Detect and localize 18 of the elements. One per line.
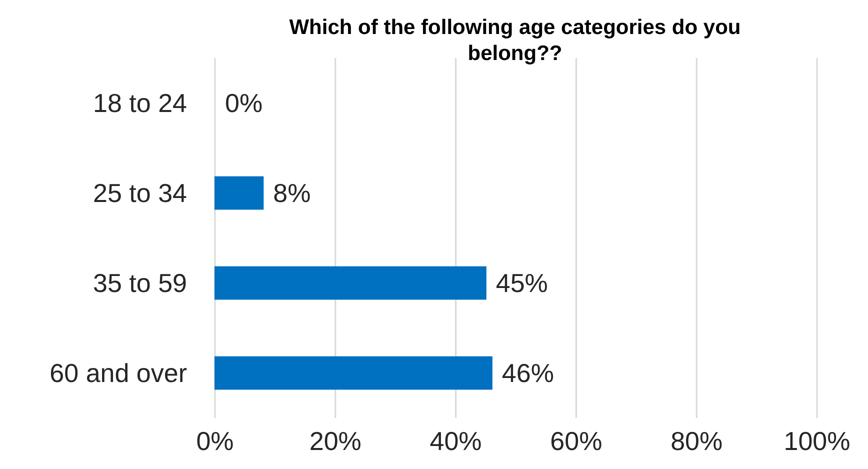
x-tick-label: 40% — [430, 426, 482, 456]
chart-title: Which of the following age categories do you belong?? — [289, 16, 741, 65]
bar — [214, 356, 492, 390]
y-tick-label: 25 to 34 — [93, 178, 187, 208]
y-tick-label: 18 to 24 — [93, 88, 187, 118]
bar — [214, 176, 264, 210]
data-label: 46% — [502, 358, 554, 388]
y-tick-label: 35 to 59 — [93, 268, 187, 298]
data-label: 0% — [225, 88, 263, 118]
x-tick-label: 0% — [196, 426, 234, 456]
x-tick-label: 20% — [309, 426, 362, 456]
x-tick-label: 60% — [550, 426, 602, 456]
y-tick-label: 60 and over — [50, 358, 188, 388]
data-label: 8% — [273, 178, 311, 208]
x-tick-label: 80% — [670, 426, 723, 456]
data-label: 45% — [496, 268, 548, 298]
x-tick-label: 100% — [784, 426, 850, 456]
bar — [214, 266, 486, 300]
